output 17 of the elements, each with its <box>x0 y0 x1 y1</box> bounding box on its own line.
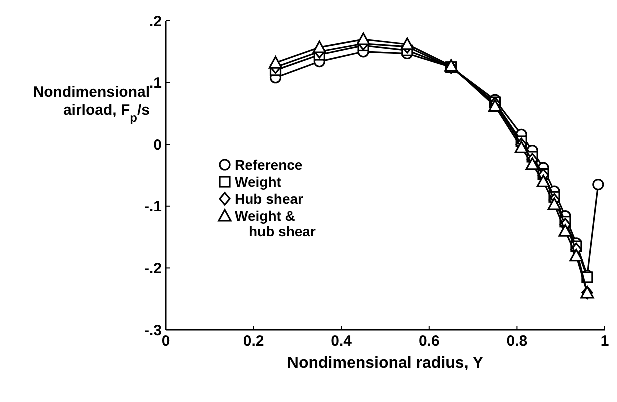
x-tick-label: 0.4 <box>331 333 353 350</box>
y-tick-label: -.3 <box>144 322 162 340</box>
y-tick-label: -.2 <box>144 260 162 278</box>
legend-label: Weight & hub shear <box>235 208 316 240</box>
y-tick-label: 0 <box>154 136 162 154</box>
x-axis-title: Nondimensional radius, Y <box>287 355 484 372</box>
y-axis-title: Nondimensional airload, F$_{p}$/s <box>33 84 150 125</box>
x-tick-label: 1 <box>600 333 610 350</box>
y-tick-label: .1 <box>149 75 162 92</box>
x-tick-label: 0.8 <box>506 333 528 350</box>
x-tick-label: 0.6 <box>418 333 440 350</box>
x-tick-label: 0.2 <box>243 333 264 350</box>
y-tick-label: .2 <box>149 13 162 30</box>
y-tick-label: -.1 <box>144 198 162 216</box>
legend-label: Hub shear <box>235 190 304 207</box>
legend-label: Weight <box>235 174 282 190</box>
legend-label: Reference <box>235 156 303 173</box>
